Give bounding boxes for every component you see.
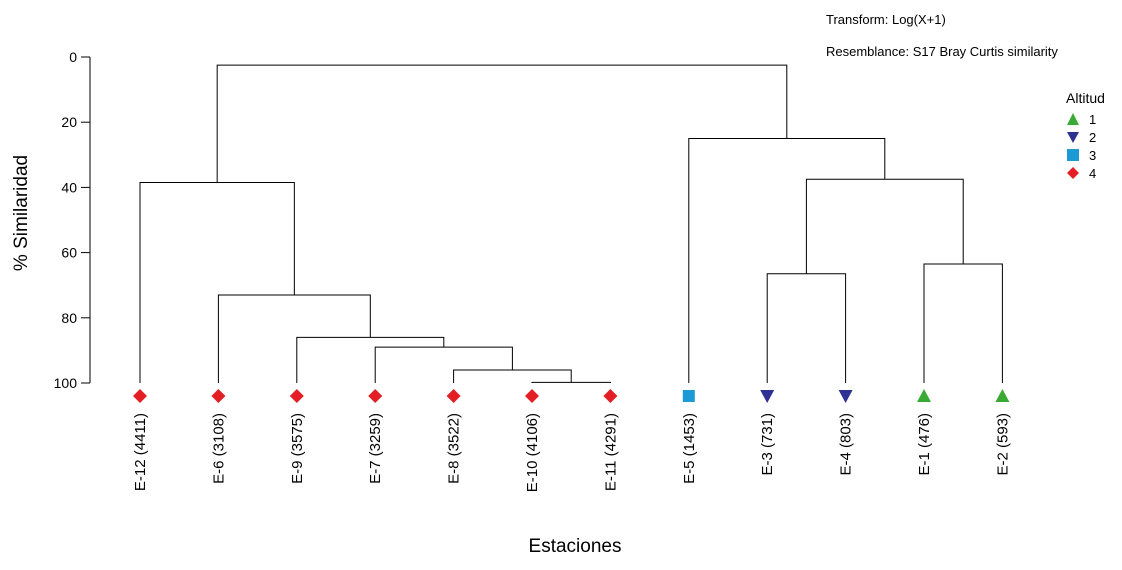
leaf-label: E-4 (803) [838,413,855,476]
diamond-icon [1067,167,1079,179]
leaf-marker-triangle-up [917,389,931,402]
leaf-marker-diamond [289,389,304,403]
y-tick-label: 100 [54,375,78,391]
transform-note: Transform: Log(X+1) [826,12,946,27]
leaf-marker-diamond [603,389,618,403]
y-tick-label: 40 [61,179,77,195]
x-axis-title: Estaciones [529,536,622,557]
legend-item-label: 1 [1089,111,1097,127]
leaf-marker-diamond [133,389,147,403]
leaf-marker-diamond [525,389,539,403]
leaf-label: E-1 (476) [916,413,933,476]
dendrogram-branch [217,294,371,383]
leaf-marker-triangle-down [760,390,775,403]
leaf-label: E-10 (4106) [524,413,541,492]
leaf-label: E-6 (3108) [210,413,227,484]
leaf-marker-diamond [446,389,461,403]
y-tick-label: 0 [69,49,77,65]
leaf-marker-triangle-down [838,390,853,403]
triangle-up-icon [1067,113,1079,125]
triangle-down-icon [1067,132,1079,143]
resemblance-note: Resemblance: S17 Bray Curtis similarity [826,44,1058,59]
legend-item-4: 4 [1066,164,1105,182]
leaf-label: E-9 (3575) [289,413,306,484]
legend-item-label: 4 [1089,165,1097,181]
legend-item-label: 3 [1089,147,1097,163]
legend-item-2: 2 [1066,128,1105,146]
y-tick-label: 80 [61,310,77,326]
leaf-marker-square [682,390,695,402]
leaf-label: E-3 (731) [759,413,776,476]
leaf-label: E-5 (1453) [681,413,698,484]
legend-item-1: 1 [1066,110,1105,128]
leaf-label: E-7 (3259) [367,413,384,484]
leaf-marker-triangle-up [995,389,1010,402]
square-icon [1067,149,1079,161]
dendrogram-branch [688,138,886,383]
dendrogram-branch [139,182,295,383]
y-tick-label: 60 [61,245,77,261]
dendrogram-branch [216,64,788,183]
dendrogram-branch [374,346,513,383]
legend-title: Altitud [1066,90,1105,106]
dendrogram-branch [453,369,572,383]
y-axis-title: % Similaridad [11,155,32,271]
leaf-label: E-2 (593) [994,413,1011,476]
dendrogram-branch [805,178,964,274]
leaf-marker-diamond [368,389,383,403]
leaf-label: E-12 (4411) [132,413,149,491]
leaf-label: E-11 (4291) [602,413,619,491]
legend-item-label: 2 [1089,129,1097,145]
dendrogram-branch [923,263,1003,383]
dendrogram-branch [296,336,445,383]
y-tick-label: 20 [61,114,77,130]
leaf-marker-diamond [211,389,226,403]
leaf-label: E-8 (3522) [446,413,463,484]
dendrogram-branch [766,273,847,383]
legend-item-3: 3 [1066,146,1105,164]
legend: Altitud 1 2 3 4 [1066,90,1105,182]
dendrogram-branch [531,381,611,383]
